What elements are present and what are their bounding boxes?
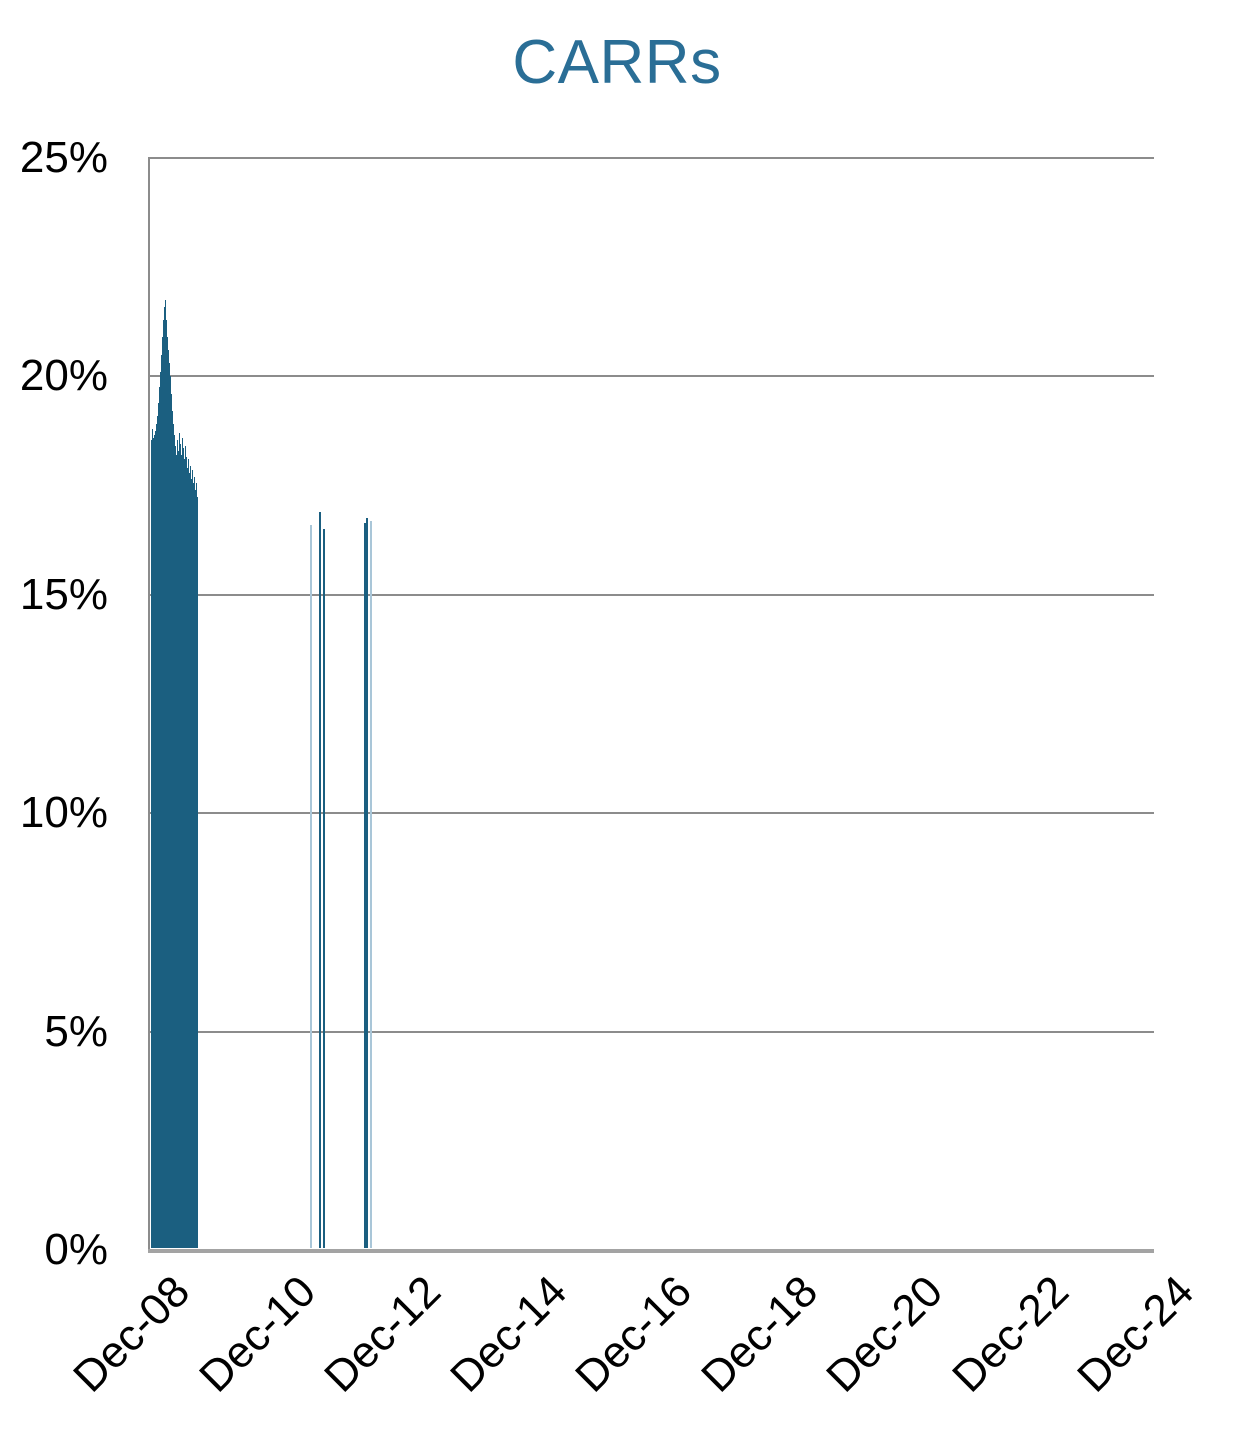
- isolated-bar: [366, 518, 368, 1248]
- histogram-bar: [160, 372, 161, 1248]
- gridline: [150, 812, 1154, 815]
- plot-area: [148, 157, 1154, 1253]
- histogram-bar: [164, 306, 165, 1248]
- histogram-bar: [154, 435, 155, 1248]
- histogram-bar: [158, 402, 159, 1248]
- x-axis-tick-label: Dec-20: [817, 1266, 953, 1402]
- histogram-bar: [185, 446, 186, 1248]
- histogram-bar: [165, 299, 166, 1248]
- gridline: [150, 1030, 1154, 1033]
- histogram-bar: [183, 448, 184, 1248]
- histogram-bar: [152, 428, 153, 1248]
- histogram-bar: [181, 455, 182, 1248]
- histogram-bar: [184, 459, 185, 1248]
- histogram-bar: [191, 479, 192, 1248]
- x-axis-tick-label: Dec-12: [315, 1266, 451, 1402]
- histogram-bar: [157, 415, 158, 1248]
- x-axis-tick-label: Dec-10: [189, 1266, 325, 1402]
- y-axis-tick-label: 15%: [19, 569, 108, 619]
- histogram-bar: [173, 424, 174, 1248]
- x-axis-tick-label: Dec-16: [566, 1266, 702, 1402]
- histogram-bar: [197, 496, 198, 1248]
- histogram-bar: [171, 393, 172, 1248]
- y-axis-tick-label: 0%: [44, 1225, 108, 1274]
- histogram-bar: [177, 439, 178, 1248]
- histogram-bar: [156, 424, 157, 1248]
- isolated-bar: [310, 524, 312, 1248]
- x-axis-tick-label: Dec-22: [942, 1266, 1078, 1402]
- isolated-bar: [370, 520, 372, 1248]
- histogram-bar: [159, 387, 160, 1248]
- histogram-bar: [180, 444, 181, 1248]
- histogram-bar: [182, 437, 183, 1248]
- histogram-bar: [151, 439, 152, 1248]
- x-axis-line: [148, 1249, 1154, 1253]
- histogram-bar: [190, 465, 191, 1248]
- x-axis-tick-label: Dec-14: [440, 1266, 576, 1402]
- histogram-bar: [172, 411, 173, 1248]
- histogram-bar: [167, 337, 168, 1248]
- chart-title: CARRs: [512, 28, 722, 97]
- histogram-bar: [188, 459, 189, 1248]
- histogram-bar: [163, 319, 164, 1248]
- histogram-bar: [174, 435, 175, 1248]
- histogram-bar: [192, 470, 193, 1248]
- histogram-bar: [186, 457, 187, 1248]
- isolated-bar: [323, 529, 325, 1248]
- histogram-bar: [166, 319, 167, 1248]
- histogram-bar: [155, 431, 156, 1248]
- histogram-bar: [178, 450, 179, 1248]
- histogram-bar: [189, 472, 190, 1248]
- gridline: [150, 157, 1154, 159]
- y-axis-tick-label: 5%: [44, 1006, 108, 1056]
- histogram-bar: [187, 468, 188, 1248]
- histogram-bar: [175, 446, 176, 1248]
- histogram-bar: [153, 437, 154, 1248]
- histogram-bar: [195, 489, 196, 1248]
- histogram-bar: [169, 363, 170, 1248]
- histogram-bar: [162, 337, 163, 1248]
- histogram-bar: [161, 354, 162, 1248]
- y-axis-tick-label: 20%: [19, 351, 108, 401]
- x-axis-tick-label: Dec-08: [64, 1266, 200, 1402]
- y-axis-line: [148, 157, 150, 1253]
- gridline: [150, 375, 1154, 378]
- histogram-bar: [196, 483, 197, 1248]
- x-axis-tick-label: Dec-24: [1068, 1266, 1204, 1402]
- histogram-bar: [194, 476, 195, 1248]
- isolated-bar: [364, 522, 366, 1248]
- histogram-bar: [168, 350, 169, 1248]
- y-axis-tick-label: 10%: [19, 788, 108, 838]
- isolated-bar: [319, 511, 321, 1248]
- histogram-bar: [170, 376, 171, 1248]
- x-axis-tick-label: Dec-18: [691, 1266, 827, 1402]
- histogram-bar: [193, 483, 194, 1248]
- gridline: [150, 593, 1154, 596]
- y-axis-tick-label: 25%: [19, 133, 108, 182]
- histogram-bar: [179, 433, 180, 1248]
- histogram-bar: [176, 455, 177, 1248]
